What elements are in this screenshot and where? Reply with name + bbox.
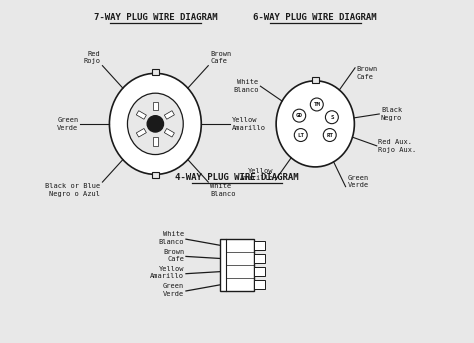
Text: RT: RT	[326, 132, 333, 138]
Circle shape	[294, 129, 307, 142]
Text: Brown
Cafe: Brown Cafe	[210, 51, 232, 64]
Bar	[254, 254, 265, 263]
Text: 7-WAY PLUG WIRE DIAGRAM: 7-WAY PLUG WIRE DIAGRAM	[93, 13, 217, 22]
Ellipse shape	[276, 81, 355, 167]
Bar	[254, 267, 265, 276]
Bar	[254, 281, 265, 289]
Text: Green
Verde: Green Verde	[347, 175, 369, 188]
Text: GD: GD	[296, 113, 303, 118]
Text: White
Blanco: White Blanco	[210, 184, 236, 197]
Circle shape	[293, 109, 306, 122]
Bar	[254, 241, 265, 250]
Text: 4-WAY PLUG WIRE DIAGRAM: 4-WAY PLUG WIRE DIAGRAM	[175, 173, 299, 182]
Text: Green
Verde: Green Verde	[163, 283, 184, 297]
FancyBboxPatch shape	[152, 172, 159, 178]
FancyBboxPatch shape	[164, 111, 174, 119]
FancyBboxPatch shape	[152, 69, 159, 75]
Text: Yellow
Amarillo: Yellow Amarillo	[232, 117, 266, 131]
Text: LT: LT	[297, 132, 304, 138]
FancyBboxPatch shape	[137, 129, 146, 137]
Circle shape	[310, 98, 323, 111]
Bar	[220, 239, 254, 292]
Text: S: S	[330, 115, 334, 120]
Text: Black
Negro: Black Negro	[381, 107, 402, 121]
FancyBboxPatch shape	[164, 129, 174, 137]
Text: Black or Blue
Negro o Azul: Black or Blue Negro o Azul	[45, 184, 100, 197]
Text: 6-WAY PLUG WIRE DIAGRAM: 6-WAY PLUG WIRE DIAGRAM	[254, 13, 377, 22]
Text: Yellow
Amarillo: Yellow Amarillo	[150, 266, 184, 280]
FancyBboxPatch shape	[312, 78, 319, 83]
Text: Brown
Cafe: Brown Cafe	[163, 249, 184, 262]
Text: White
Blanco: White Blanco	[159, 232, 184, 245]
Text: Green
Verde: Green Verde	[57, 117, 79, 131]
Ellipse shape	[128, 93, 183, 155]
Circle shape	[326, 111, 338, 124]
Text: Yellow
Amarillo: Yellow Amarillo	[240, 168, 274, 181]
FancyBboxPatch shape	[137, 111, 146, 119]
Circle shape	[147, 116, 164, 132]
Text: Red Aux.
Rojo Aux.: Red Aux. Rojo Aux.	[378, 139, 417, 153]
Circle shape	[323, 129, 336, 142]
FancyBboxPatch shape	[153, 102, 158, 110]
Text: White
Blanco: White Blanco	[233, 80, 259, 93]
Ellipse shape	[109, 73, 201, 174]
Text: Brown
Cafe: Brown Cafe	[357, 67, 378, 80]
Text: TM: TM	[313, 102, 320, 107]
FancyBboxPatch shape	[153, 137, 158, 146]
Text: Red
Rojo: Red Rojo	[83, 51, 100, 64]
